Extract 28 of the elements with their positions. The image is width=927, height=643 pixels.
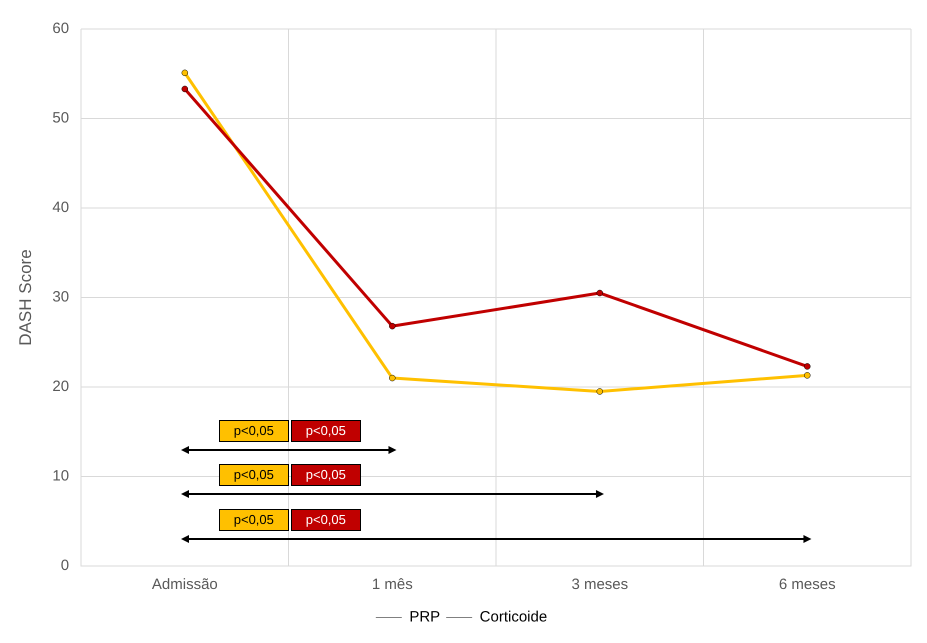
point — [596, 290, 604, 296]
x-tick-label: 1 mês — [372, 576, 413, 594]
point — [182, 70, 188, 76]
annotation: p<0,05 — [218, 420, 289, 442]
point — [182, 86, 188, 92]
y-tick-label: 40 — [52, 199, 70, 216]
annotation: p<0,05 — [218, 509, 289, 532]
y-tick-label: 10 — [52, 468, 70, 485]
x-tick-label: Admissão — [152, 576, 218, 594]
point — [389, 322, 396, 330]
y-tick-label: 30 — [52, 288, 70, 306]
y-tick-label: 50 — [52, 110, 70, 127]
point — [804, 372, 811, 379]
point — [389, 374, 396, 382]
y-tick-label: 20 — [52, 378, 70, 396]
point — [596, 388, 604, 395]
annotation: p<0,05 — [218, 464, 289, 486]
annotation: p<0,05 — [290, 464, 361, 486]
legend-label: PRP — [409, 608, 440, 626]
point — [804, 363, 811, 370]
x-tick-label: 3 meses — [571, 576, 628, 594]
y-axis-title: DASH Score — [16, 249, 35, 346]
y-tick-label: 0 — [60, 557, 70, 574]
y-tick-label: 60 — [52, 20, 70, 38]
annotation: p<0,05 — [290, 509, 361, 532]
x-tick-label: 6 meses — [778, 576, 836, 594]
annotation: p<0,05 — [290, 420, 361, 442]
legend-label: Corticoide — [480, 608, 548, 626]
